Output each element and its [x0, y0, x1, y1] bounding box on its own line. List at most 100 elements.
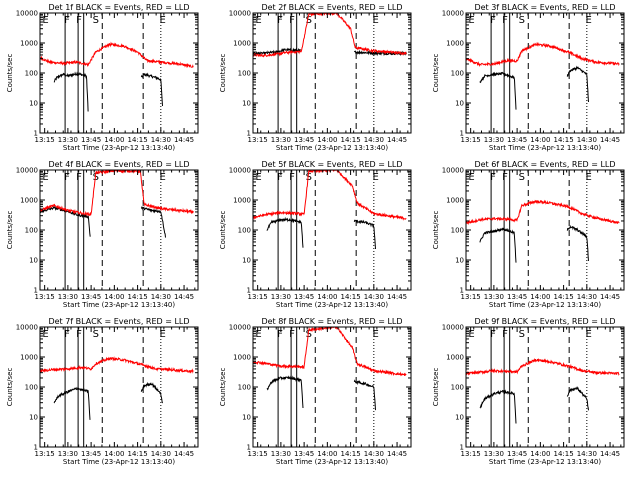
x-tick-label: 13:30 — [271, 136, 291, 144]
y-tick-label: 10 — [455, 257, 464, 265]
events-series — [479, 71, 517, 110]
plot-frame — [39, 326, 199, 448]
y-tick-label: 100 — [451, 384, 464, 392]
y-tick-label: 1 — [247, 287, 251, 295]
marker-letter: S — [519, 329, 525, 340]
events-series — [140, 381, 163, 404]
x-tick-label: 13:45 — [294, 293, 314, 301]
plot-frame — [465, 169, 625, 291]
events-series — [566, 65, 589, 103]
x-tick-label: 13:30 — [484, 293, 504, 301]
x-tick-label: 13:30 — [58, 450, 78, 458]
y-tick-label: 1 — [34, 130, 38, 138]
lld-series — [466, 357, 620, 376]
x-axis-label: Start Time (23-Apr-12 13:13:40) — [63, 301, 175, 309]
x-tick-label: 13:30 — [271, 293, 291, 301]
lld-series — [253, 327, 407, 377]
y-tick-label: 100 — [238, 70, 251, 78]
y-tick-label: 1 — [247, 130, 251, 138]
panel-title: Det 7f BLACK = Events, RED = LLD — [48, 317, 189, 326]
x-tick-label: 13:45 — [81, 450, 101, 458]
x-tick-label: 13:45 — [294, 136, 314, 144]
marker-letter: E — [468, 15, 474, 26]
x-axis-label: Start Time (23-Apr-12 13:13:40) — [63, 458, 175, 466]
marker-letter: F — [64, 15, 70, 26]
y-tick-label: 10000 — [16, 10, 38, 18]
x-tick-label: 14:30 — [151, 136, 171, 144]
x-tick-label: 14:00 — [104, 136, 124, 144]
marker-letter: S — [519, 172, 525, 183]
events-series — [353, 219, 376, 250]
x-tick-label: 14:30 — [364, 136, 384, 144]
x-tick-label: 14:15 — [127, 450, 147, 458]
marker-letter: S — [306, 329, 312, 340]
y-tick-label: 1 — [460, 287, 464, 295]
y-tick-label: 10000 — [229, 167, 251, 175]
y-tick-label: 1000 — [20, 40, 38, 48]
marker-letter: S — [519, 15, 525, 26]
y-axis-label: Counts/sec — [432, 368, 440, 407]
marker-letter: E — [255, 15, 261, 26]
marker-letter: E — [373, 329, 379, 340]
x-tick-label: 14:00 — [317, 136, 337, 144]
x-tick-label: 14:00 — [104, 450, 124, 458]
x-tick-label: 14:15 — [553, 293, 573, 301]
marker-letter: E — [468, 329, 474, 340]
y-tick-label: 100 — [25, 70, 38, 78]
x-tick-label: 13:45 — [507, 136, 527, 144]
x-tick-label: 13:15 — [248, 450, 268, 458]
plot-frame — [252, 326, 412, 448]
y-axis-label: Counts/sec — [432, 211, 440, 250]
marker-letter: F — [502, 172, 508, 183]
marker-letter: F — [76, 172, 82, 183]
x-tick-label: 14:30 — [151, 293, 171, 301]
marker-letter: E — [160, 172, 166, 183]
x-tick-label: 13:45 — [81, 293, 101, 301]
y-tick-label: 10000 — [442, 10, 464, 18]
x-tick-label: 13:30 — [484, 136, 504, 144]
lld-series — [253, 170, 407, 221]
panel-title: Det 6f BLACK = Events, RED = LLD — [474, 160, 615, 169]
x-tick-label: 14:30 — [577, 450, 597, 458]
x-tick-label: 13:30 — [271, 450, 291, 458]
x-tick-label: 14:15 — [340, 136, 360, 144]
marker-letter: F — [490, 329, 496, 340]
x-tick-label: 13:45 — [507, 450, 527, 458]
y-tick-label: 1000 — [20, 197, 38, 205]
marker-letter: S — [93, 15, 99, 26]
x-tick-label: 13:15 — [35, 450, 55, 458]
y-tick-label: 10 — [455, 414, 464, 422]
plot-frame — [465, 326, 625, 448]
x-axis-label: Start Time (23-Apr-12 13:13:40) — [489, 301, 601, 309]
plot-frame — [39, 169, 199, 291]
x-tick-label: 14:00 — [317, 293, 337, 301]
y-tick-label: 100 — [238, 227, 251, 235]
marker-letter: F — [289, 329, 295, 340]
lld-series — [40, 41, 194, 69]
marker-letter: S — [93, 329, 99, 340]
x-tick-label: 13:15 — [461, 136, 481, 144]
marker-letter: E — [373, 15, 379, 26]
x-tick-label: 13:15 — [248, 293, 268, 301]
x-tick-label: 13:30 — [58, 293, 78, 301]
marker-letter: F — [502, 329, 508, 340]
marker-letter: E — [373, 172, 379, 183]
x-tick-label: 14:45 — [174, 293, 194, 301]
y-tick-label: 1000 — [233, 197, 251, 205]
y-tick-label: 100 — [25, 384, 38, 392]
events-series — [353, 379, 376, 411]
y-tick-label: 1 — [460, 130, 464, 138]
y-tick-label: 1000 — [446, 40, 464, 48]
plot-frame — [252, 12, 412, 134]
x-tick-label: 14:30 — [364, 450, 384, 458]
x-tick-label: 13:15 — [461, 450, 481, 458]
x-tick-label: 14:00 — [530, 293, 550, 301]
lld-series — [253, 13, 407, 58]
y-tick-label: 1000 — [446, 197, 464, 205]
y-tick-label: 100 — [451, 227, 464, 235]
x-axis-label: Start Time (23-Apr-12 13:13:40) — [276, 301, 388, 309]
y-tick-label: 1 — [34, 287, 38, 295]
